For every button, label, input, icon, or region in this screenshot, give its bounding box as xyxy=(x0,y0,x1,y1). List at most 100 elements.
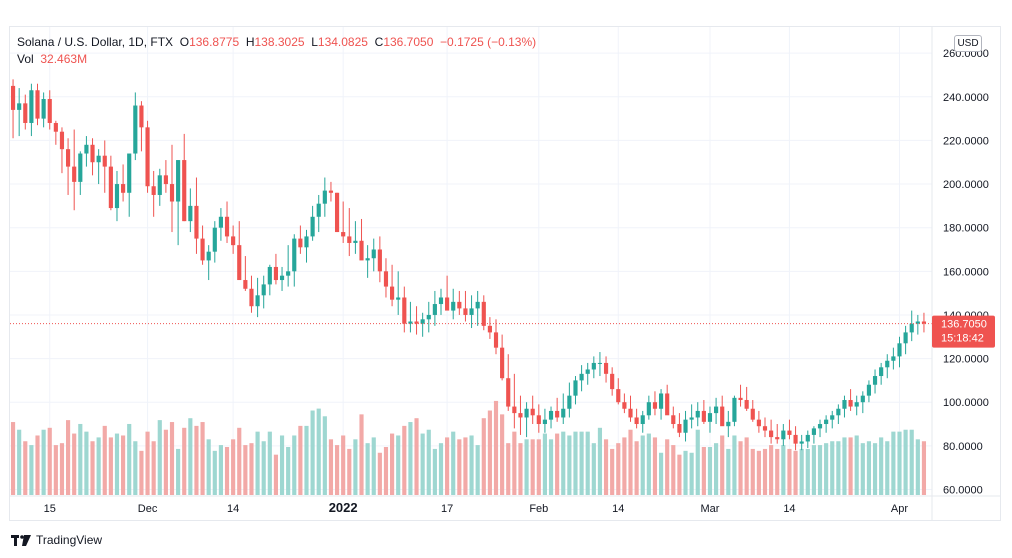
candle xyxy=(860,391,865,414)
candle-body xyxy=(481,301,486,326)
volume-bar xyxy=(279,435,285,495)
candle-body xyxy=(341,232,346,237)
brand-logo[interactable]: TradingView xyxy=(11,533,102,547)
volume-bar xyxy=(548,439,554,495)
volume-bar xyxy=(879,437,884,495)
candle-body xyxy=(139,105,144,128)
candle-body xyxy=(304,236,309,248)
candle-body xyxy=(402,297,407,324)
volume-bar xyxy=(396,435,401,495)
candle xyxy=(714,397,719,425)
candle xyxy=(738,384,743,407)
volume-bar xyxy=(493,400,499,495)
volume-bar xyxy=(457,439,462,495)
candle-body xyxy=(390,286,395,300)
candle-body xyxy=(610,373,615,390)
candle xyxy=(224,201,230,243)
volume-bar xyxy=(438,443,444,495)
candle-body xyxy=(487,325,492,333)
candle xyxy=(353,221,358,254)
candle xyxy=(897,336,902,368)
candle xyxy=(879,362,884,385)
volume-bar xyxy=(738,441,743,495)
candle xyxy=(707,406,713,433)
candle-body xyxy=(842,400,847,409)
candle xyxy=(744,386,749,411)
candle xyxy=(316,194,321,233)
candle-body xyxy=(10,85,16,110)
candle xyxy=(610,367,615,396)
candle-body xyxy=(860,395,865,403)
volume-bar xyxy=(377,452,382,495)
candle-body xyxy=(114,184,120,209)
volume-bar xyxy=(133,441,138,495)
volume-bar xyxy=(176,448,181,495)
candle-body xyxy=(781,430,786,440)
candle-body xyxy=(671,415,676,425)
volume-legend: Vol 32.463M xyxy=(17,52,87,66)
volume-bar xyxy=(542,433,547,495)
volume-bar xyxy=(530,439,535,495)
close-label: C xyxy=(374,35,384,49)
candle xyxy=(396,271,401,315)
volume-value: 32.463M xyxy=(40,52,88,66)
candle-body xyxy=(182,160,187,222)
candle xyxy=(279,266,285,291)
candle xyxy=(65,138,71,195)
volume-bar xyxy=(212,450,217,495)
candle xyxy=(769,419,774,444)
candle-body xyxy=(298,238,303,248)
volume-bar xyxy=(811,445,816,495)
brand-name: TradingView xyxy=(36,533,103,547)
candle xyxy=(548,406,554,429)
candle-body xyxy=(151,186,156,195)
volume-bar xyxy=(860,443,865,495)
candle xyxy=(542,408,547,433)
price-tick-label: 200.0000 xyxy=(943,179,989,191)
volume-bar xyxy=(139,450,144,495)
volume-bar xyxy=(640,435,645,495)
candle xyxy=(848,389,853,411)
candle-body xyxy=(463,308,468,315)
volume-bar xyxy=(432,448,437,495)
currency-button[interactable]: USD xyxy=(954,35,982,52)
candle-body xyxy=(206,251,211,261)
candle-body xyxy=(530,408,535,416)
symbol-title[interactable]: Solana / U.S. Dollar, 1D, FTX xyxy=(17,35,174,49)
candle xyxy=(157,168,162,206)
candle xyxy=(17,88,22,137)
volume-bar xyxy=(347,448,352,495)
volume-bar xyxy=(47,427,52,495)
volume-bar xyxy=(151,441,156,495)
volume-bar xyxy=(65,420,71,495)
time-tick-label: 14 xyxy=(612,503,624,515)
candle-body xyxy=(665,393,670,416)
volume-bar xyxy=(506,443,511,495)
high-value: 138.3025 xyxy=(254,35,305,49)
volume-bar xyxy=(518,443,523,495)
candle xyxy=(695,402,700,427)
candle-body xyxy=(310,216,315,237)
volume-bar xyxy=(628,429,633,495)
volume-bar xyxy=(273,454,279,495)
volume-bar xyxy=(714,443,719,495)
candle-body xyxy=(273,266,279,281)
volume-bar xyxy=(891,431,896,495)
candle-body xyxy=(102,155,107,167)
candles xyxy=(10,79,927,451)
candle-body xyxy=(200,238,205,261)
candle xyxy=(304,229,309,263)
candle xyxy=(84,136,89,167)
candle-body xyxy=(347,236,352,243)
volume-bar xyxy=(536,439,541,495)
time-tick-label: Apr xyxy=(891,503,908,515)
candle xyxy=(903,325,908,355)
candle xyxy=(41,92,46,128)
volume-bar xyxy=(114,433,120,495)
candle-body xyxy=(707,413,713,422)
candle xyxy=(78,151,83,195)
candle-body xyxy=(316,203,321,217)
candle xyxy=(597,352,603,377)
candle xyxy=(206,245,211,281)
